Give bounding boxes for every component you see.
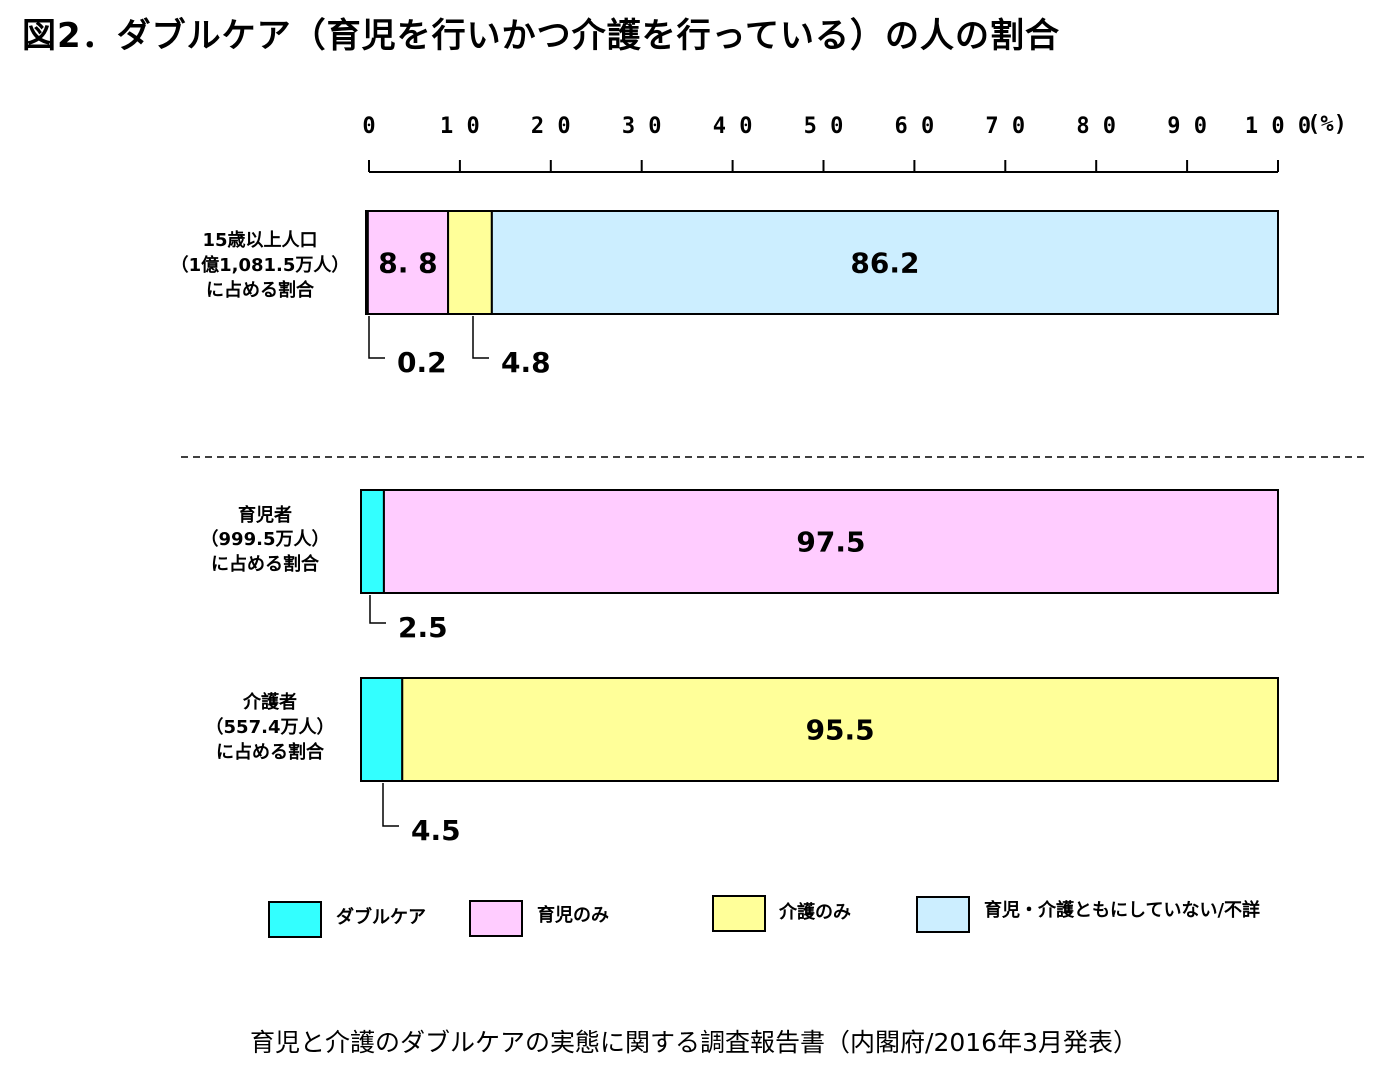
row-label: （557.4万人） — [206, 717, 335, 738]
bar-segment — [382, 489, 1279, 594]
bar-segment — [490, 210, 1279, 315]
callout-line — [369, 595, 386, 624]
bar-segment — [360, 489, 385, 594]
x-tick-label: 2 0 — [531, 114, 571, 139]
data-label: 8. 8 — [378, 247, 437, 280]
row-label: （999.5万人） — [201, 529, 330, 550]
legend-label: 介護のみ — [778, 901, 851, 923]
row-label: 育児者 — [238, 504, 292, 526]
data-label: 97.5 — [796, 526, 865, 559]
data-label: 4.5 — [411, 814, 461, 847]
bar-segment — [447, 210, 493, 315]
row-label: に占める割合 — [216, 741, 325, 763]
callout-line — [368, 316, 385, 359]
x-tick-label: 1 0 — [440, 114, 480, 139]
row-label: に占める割合 — [211, 553, 320, 575]
row-label: に占める割合 — [206, 279, 315, 301]
source-note: 育児と介護のダブルケアの実態に関する調査報告書（内閣府/2016年3月発表） — [250, 1028, 1138, 1057]
row-label: （1億1,081.5万人） — [171, 254, 350, 276]
data-label: 0.2 — [397, 346, 447, 379]
x-tick-label: 3 0 — [622, 114, 662, 139]
legend-label: 育児・介護ともにしていない/不詳 — [984, 899, 1260, 921]
x-tick-label: 8 0 — [1076, 114, 1116, 139]
legend-swatch — [469, 900, 523, 937]
chart-area: 0 1 0 2 0 3 0 4 0 5 0 6 0 7 0 8 0 9 0 1 0 0(%) 15歳以… — [171, 112, 1368, 938]
row-label: 15歳以上人口 — [202, 230, 317, 251]
bar-segment — [360, 677, 404, 782]
legend-swatch — [712, 895, 766, 932]
legend-swatch — [268, 901, 322, 938]
data-label: 4.8 — [501, 346, 551, 379]
x-axis-unit: (%) — [1307, 112, 1347, 137]
data-label: 86.2 — [850, 247, 919, 280]
legend-swatch — [916, 896, 970, 933]
legend-label: ダブルケア — [336, 906, 426, 928]
x-tick-label: 1 0 0 — [1245, 114, 1311, 139]
data-label: 2.5 — [398, 611, 448, 644]
x-tick-label: 9 0 — [1167, 114, 1207, 139]
row-label: 介護者 — [242, 691, 297, 713]
x-tick-label: 4 0 — [713, 114, 753, 139]
data-label: 95.5 — [806, 714, 875, 747]
callout-line — [382, 783, 399, 827]
x-tick-label: 7 0 — [985, 114, 1025, 139]
legend-label: 育児のみ — [537, 904, 609, 926]
bar-segment — [401, 677, 1279, 782]
callout-line — [472, 316, 489, 359]
x-tick-label: 6 0 — [895, 114, 935, 139]
x-tick-label: 5 0 — [804, 114, 844, 139]
x-tick-label: 0 — [362, 114, 375, 139]
chart-title: 図2．ダブルケア（育児を行いかつ介護を行っている）の人の割合 — [22, 16, 1060, 56]
